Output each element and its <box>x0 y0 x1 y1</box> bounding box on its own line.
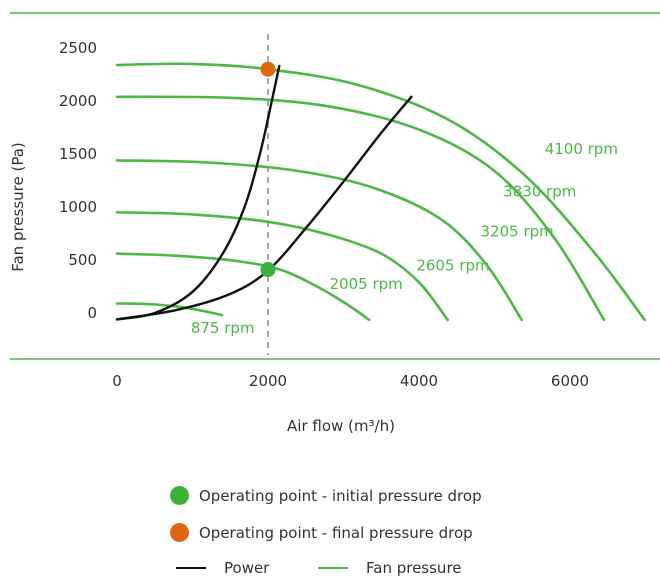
fan-curve-2605-rpm <box>115 211 449 322</box>
initial-operating-point <box>260 262 276 278</box>
operating-points-group <box>260 61 276 278</box>
fan-curve-3830-rpm <box>115 95 606 322</box>
y-ticks-group: 2500 2000 1500 1000 500 0 <box>59 39 97 322</box>
x-axis-title: Air flow (m³/h) <box>287 417 395 435</box>
x-tick-label: 4000 <box>400 372 438 390</box>
curve-label: 4100 rpm <box>545 140 618 158</box>
power-curve <box>115 64 281 321</box>
curve-label: 875 rpm <box>191 319 255 337</box>
y-tick-label: 1500 <box>59 145 97 163</box>
fan-curve-2005-rpm <box>115 252 371 322</box>
y-tick-label: 2500 <box>59 39 97 57</box>
x-ticks-group: 0 2000 4000 6000 <box>112 372 589 390</box>
power-line-icon <box>176 567 206 569</box>
x-tick-label: 0 <box>112 372 122 390</box>
legend-final: Operating point - final pressure drop <box>170 523 473 542</box>
y-tick-label: 2000 <box>59 92 97 110</box>
legend-final-label: Operating point - final pressure drop <box>199 523 473 542</box>
y-tick-label: 1000 <box>59 198 97 216</box>
legend-fan-label: Fan pressure <box>366 559 462 577</box>
x-tick-label: 2000 <box>249 372 287 390</box>
initial-point-marker-icon <box>170 486 189 505</box>
power-curve <box>115 95 413 321</box>
final-operating-point <box>260 61 276 77</box>
curves-group <box>115 62 646 322</box>
legend-power-label: Power <box>224 559 270 577</box>
fan-curve-4100-rpm <box>115 62 646 322</box>
final-point-marker-icon <box>170 523 189 542</box>
curve-label: 3830 rpm <box>503 182 576 200</box>
fan-curve-3205-rpm <box>115 159 523 322</box>
y-tick-label: 0 <box>87 304 97 322</box>
legend-initial-label: Operating point - initial pressure drop <box>199 486 482 505</box>
curve-label: 2605 rpm <box>416 257 489 275</box>
curve-label: 2005 rpm <box>330 275 403 293</box>
legend-power: Power <box>176 559 269 577</box>
curve-label: 3205 rpm <box>481 223 554 241</box>
legend-fan: Fan pressure <box>318 559 462 577</box>
fan-line-icon <box>318 567 348 569</box>
x-tick-label: 6000 <box>551 372 589 390</box>
curve-labels-group: 4100 rpm 3830 rpm 3205 rpm 2605 rpm 2005 rpm… <box>191 140 618 337</box>
legend-initial: Operating point - initial pressure drop <box>170 486 482 505</box>
y-tick-label: 500 <box>68 251 97 269</box>
fan-curve-875-rpm <box>115 302 224 317</box>
fan-curve-chart: 4100 rpm 3830 rpm 3205 rpm 2605 rpm 2005 rpm… <box>9 12 660 435</box>
y-axis-title: Fan pressure (Pa) <box>9 142 27 272</box>
